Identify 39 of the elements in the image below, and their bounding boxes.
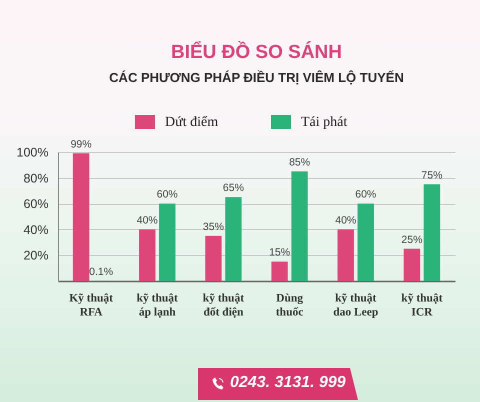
bar [205,236,222,281]
bar [159,204,176,281]
bar [72,153,90,281]
data-label: 75% [421,169,442,182]
x-tick-label: kỹ thuật dao Leep [333,292,378,318]
y-tick-label: 100% [16,146,48,160]
data-label: 60% [355,188,376,201]
y-tick-label: 80% [23,171,48,186]
data-label: 35% [202,220,224,233]
x-tick-label: Kỹ thuật RFA [69,292,114,318]
bar [424,184,440,281]
data-label: 99% [70,138,92,150]
bar [291,171,308,281]
data-label: 40% [136,214,158,226]
bar [225,197,242,281]
y-tick-label: 40% [23,222,48,237]
x-tick-label: kỹ thuật áp lạnh [136,292,178,318]
data-label: 0.1% [89,266,114,278]
chart-title: BIỂU ĐỒ SO SÁNH [170,40,342,63]
data-label: 60% [156,188,178,201]
chart-subtitle: CÁC PHƯƠNG PHÁP ĐIỀU TRỊ VIÊM LỘ TUYẾN [109,70,404,85]
bar [404,248,420,281]
bar [271,262,288,281]
legend-label: Tái phát [301,115,348,130]
x-tick-label: kỹ thuật ICR [401,292,443,318]
y-tick-label: 20% [23,248,48,263]
y-tick-label: 60% [23,197,48,212]
bar [139,229,156,281]
bar [358,204,374,281]
bar [338,229,354,281]
x-tick-label: Dùng thuốc [276,292,304,318]
data-label: 25% [401,234,422,246]
text: 0243. 3131. 999 [230,374,346,392]
legend-label: Dứt điểm [165,115,218,130]
data-label: 40% [335,214,356,226]
data-label: 15% [269,246,290,259]
x-tick-label: kỹ thuật đốt điện [202,292,244,318]
data-label: 65% [222,182,244,194]
data-label: 85% [289,156,310,168]
